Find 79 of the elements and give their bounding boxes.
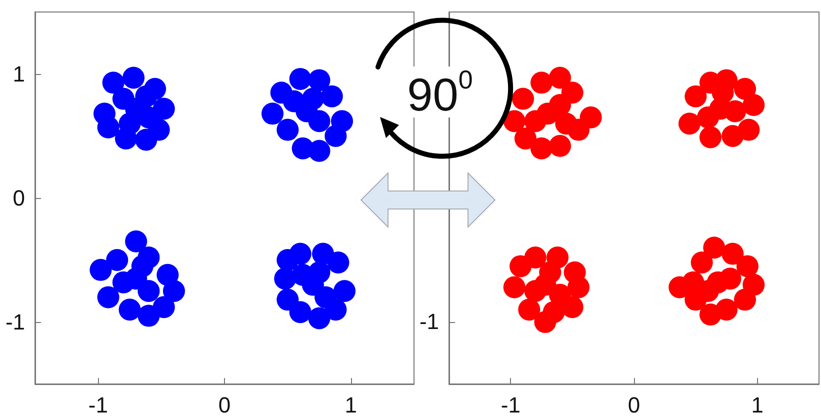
point [549, 134, 571, 157]
point [118, 298, 141, 321]
point [276, 118, 299, 141]
point [112, 88, 134, 110]
x-tick-label: -1 [88, 392, 108, 416]
point [703, 236, 726, 259]
point [320, 85, 343, 108]
point [534, 311, 556, 333]
y-tick-label: -1 [5, 310, 25, 334]
point [512, 88, 534, 110]
point [697, 106, 719, 128]
point [555, 112, 578, 135]
point [568, 276, 590, 298]
point [736, 255, 758, 278]
point [138, 280, 160, 302]
point [289, 68, 312, 90]
point [97, 286, 120, 308]
point [135, 128, 158, 151]
point [724, 100, 746, 122]
point [722, 125, 744, 147]
point [125, 230, 148, 252]
point [276, 288, 299, 311]
point [118, 112, 141, 135]
point [539, 261, 562, 284]
point [699, 126, 722, 148]
x-tick-label: 0 [218, 392, 231, 416]
point [308, 69, 330, 92]
point [135, 85, 158, 108]
point [722, 242, 744, 265]
point [530, 72, 552, 94]
point [524, 280, 546, 302]
point [549, 94, 571, 116]
point [289, 242, 312, 265]
point [524, 246, 546, 269]
point [97, 116, 120, 138]
point [262, 102, 284, 125]
point [131, 255, 154, 278]
point [334, 280, 356, 302]
point [518, 298, 540, 321]
text: -1 [419, 309, 439, 334]
point [90, 258, 112, 281]
point [102, 72, 124, 94]
point [283, 90, 305, 112]
point [549, 284, 571, 306]
point [162, 280, 185, 302]
point [138, 106, 160, 128]
point [324, 125, 347, 147]
point [514, 127, 536, 150]
annotation: 90$^{0}$ [405, 64, 475, 120]
point [292, 137, 314, 160]
point [314, 286, 337, 308]
point [327, 251, 350, 274]
point [690, 251, 713, 274]
point [308, 307, 330, 330]
point [308, 261, 330, 284]
point [524, 110, 546, 132]
point [503, 110, 526, 132]
point [106, 249, 128, 271]
y-tick-label: 0 [12, 186, 25, 210]
x-tick-label: -1 [500, 392, 520, 416]
point [530, 137, 552, 160]
point [734, 78, 756, 100]
point [742, 94, 765, 116]
y-tick-label: 1 [12, 62, 25, 86]
x-tick-label: 1 [751, 392, 764, 416]
point [112, 271, 134, 294]
point [289, 301, 312, 324]
point [302, 88, 324, 110]
point [549, 66, 571, 89]
point [684, 85, 707, 108]
point [138, 304, 160, 327]
x-tick-label: 1 [344, 392, 357, 416]
point [678, 112, 700, 135]
point [503, 276, 526, 298]
point [734, 288, 756, 311]
x-tick-label: 0 [628, 392, 640, 416]
point [122, 66, 145, 89]
point [308, 110, 330, 132]
point [699, 304, 722, 326]
